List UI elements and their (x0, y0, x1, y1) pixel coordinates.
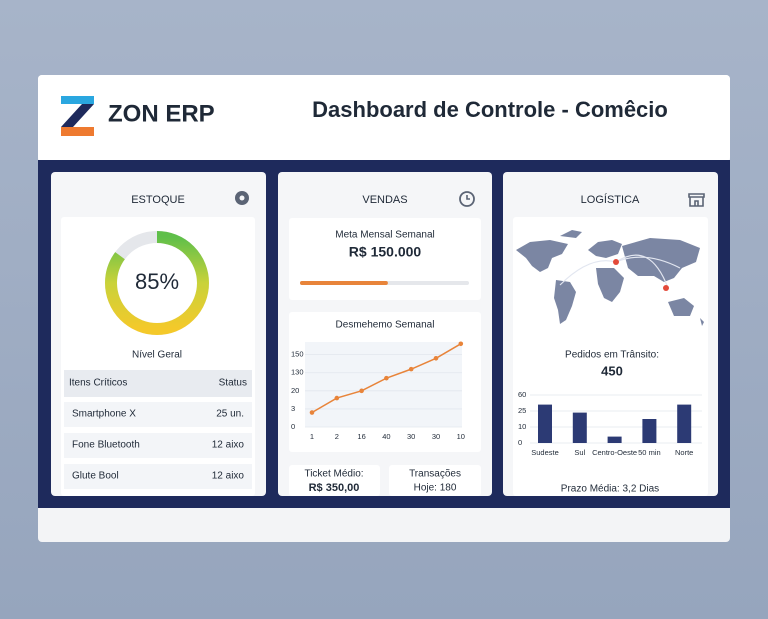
y-tick-label: 130 (291, 368, 304, 377)
point (359, 388, 364, 394)
x-tick-label: 30 (432, 432, 440, 441)
table-cell: Fone Bluetooth (72, 440, 140, 451)
clock-icon[interactable] (459, 191, 475, 207)
y-tick-label: 10 (518, 422, 526, 431)
meta-label: Meta Mensal Semanal (335, 230, 435, 241)
y-tick-label: 20 (291, 386, 299, 395)
y-tick-label: 0 (518, 438, 522, 447)
x-tick-label: 50 min (638, 448, 661, 457)
point (458, 341, 464, 347)
logo-icon (61, 96, 94, 136)
meta-value: R$ 150.000 (349, 244, 422, 260)
header-bar (38, 75, 730, 161)
x-tick-label: Sudeste (531, 448, 559, 457)
y-tick-label: 150 (291, 350, 304, 359)
table-header (64, 370, 252, 397)
map-pin (663, 285, 669, 291)
kpi-value: Hoje: 180 (414, 483, 457, 494)
point (384, 375, 389, 381)
settings-icon[interactable] (235, 191, 249, 205)
table-row (64, 402, 252, 427)
kpi-label: Transações (409, 469, 461, 480)
card (289, 218, 481, 300)
gauge-arc (105, 231, 209, 335)
table-header-cell: Status (219, 378, 247, 389)
store-icon[interactable] (688, 193, 705, 207)
x-tick-label: 1 (310, 432, 314, 441)
panel-title: ESTOQUE (131, 194, 185, 206)
point (408, 366, 414, 372)
kpi-label: Ticket Médio: (304, 469, 363, 480)
table-cell: 12 aixo (212, 440, 245, 451)
transit-value: 450 (601, 363, 623, 378)
x-tick-label: 2 (335, 432, 339, 441)
card (389, 465, 481, 496)
gauge-caption: Nível Geral (132, 350, 182, 361)
table-cell: Glute Bool (72, 471, 119, 482)
panel-title: LOGÍSTICA (581, 193, 640, 206)
x-tick-label: 40 (382, 432, 390, 441)
transit-label: Pedidos em Trânsito: (565, 350, 659, 361)
table-cell: 25 un. (216, 409, 244, 420)
x-tick-label: Norte (675, 448, 693, 457)
progress-fill (300, 281, 388, 285)
point (309, 410, 315, 415)
chart-title: Desmehemo Semanal (336, 320, 435, 331)
x-tick-label: 16 (357, 432, 365, 441)
bar (572, 412, 587, 443)
table-cell: 12 aixo (212, 471, 245, 482)
table-cell: Smartphone X (72, 409, 136, 420)
table-header-cell: Itens Críticos (69, 378, 127, 389)
point (433, 355, 439, 361)
route-lines (559, 254, 681, 289)
y-tick-label: 25 (518, 406, 526, 415)
table-row (64, 433, 252, 458)
footer-note: Prazo Média: 3,2 Dias (561, 484, 659, 495)
card (289, 465, 380, 496)
table-row (64, 464, 252, 489)
x-tick-label: Sul (574, 448, 585, 457)
kpi-value: R$ 350,00 (309, 482, 360, 494)
panel-title: VENDAS (362, 194, 407, 206)
bar (538, 404, 552, 443)
y-tick-label: 3 (291, 404, 295, 413)
gauge-value: 85% (135, 269, 179, 294)
logo-text: ZON ERP (108, 100, 215, 127)
y-tick-label: 0 (291, 422, 295, 431)
x-tick-label: 30 (407, 432, 415, 441)
x-tick-label: 10 (457, 432, 465, 441)
x-tick-label: Centro-Oeste (592, 448, 637, 457)
point (334, 395, 340, 401)
bar (642, 419, 657, 443)
bar (677, 404, 692, 443)
map-pin (613, 259, 619, 265)
y-tick-label: 60 (518, 390, 526, 399)
bar (607, 436, 622, 443)
page-title: Dashboard de Controle - Comêcio (312, 97, 668, 122)
